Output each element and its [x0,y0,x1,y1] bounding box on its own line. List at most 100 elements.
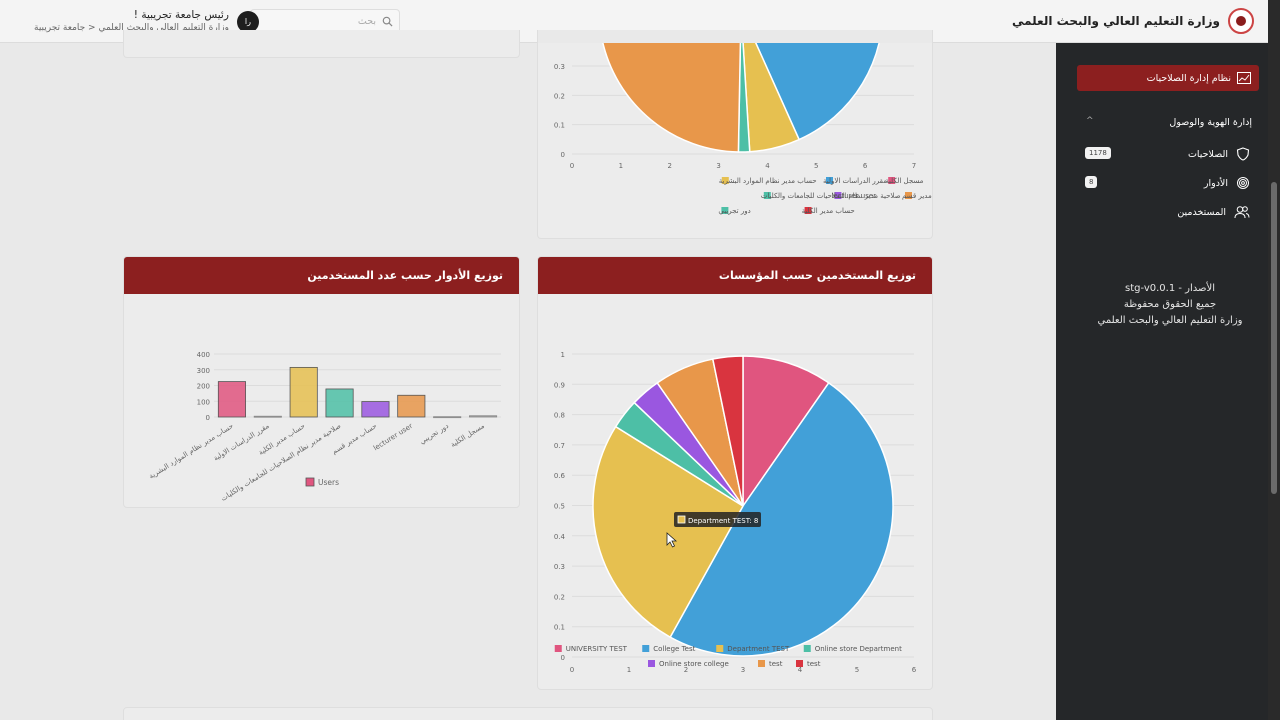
legend-swatch [305,477,315,487]
x-tick-label: 7 [912,162,916,170]
sidebar-item-label: الأدوار [1203,177,1228,189]
legend-swatch [648,660,655,667]
bar [289,366,318,418]
x-tick-label: دور تجريبي [418,422,450,446]
legend-label: Online store Department [815,645,902,653]
legend-swatch [888,177,896,184]
tooltip: Department TEST: 8 [674,512,761,527]
roles-count-badge: 8 [1085,176,1098,188]
legend-label: مسجل الكلية [885,177,923,185]
brand[interactable]: وزارة التعليم العالي والبحث العلمي [1012,8,1254,34]
y-tick-label: 0.3 [554,63,565,71]
user-breadcrumb: وزارة التعليم العالي والبحث العلمي < جام… [34,23,229,33]
card-title: توزيع المستخدمين حسب المؤسسات [718,269,916,282]
legend-label: College Test [653,645,695,653]
y-tick-label: 0.2 [554,593,565,601]
y-tick-label: 0 [561,151,565,159]
pie-slice [592,425,745,639]
pie-slice [711,355,744,507]
bar [253,415,282,418]
card-header: توزيع الأدوار حسب عدد المستخدمين [124,257,519,294]
bar [361,401,390,418]
card-institutions-pie: توزيع المستخدمين حسب المؤسسات 0 0.1 0.2 0.3… [537,256,933,690]
x-tick-label: 3 [741,666,745,674]
y-tick-label: 0 [561,654,565,662]
bar [397,394,426,418]
bar [433,416,462,419]
legend-label: test [807,660,821,668]
legend-label: Online store college [659,660,729,668]
y-tick-label: 0.7 [554,442,565,450]
user-name: رئيس جامعة تجريبية ! [133,9,229,21]
card-top-left [123,30,520,58]
y-tick-label: 300 [197,367,210,375]
users-icon [1234,206,1250,219]
sidebar-item-permissions[interactable]: الصلاحيات [1188,147,1250,161]
y-tick-label: 1 [561,351,565,359]
x-tick-label: 4 [798,666,803,674]
legend-label: مقرر الدراسات الاولية [823,177,887,185]
legend-swatch [905,192,912,199]
x-tick-label: 4 [765,162,770,170]
y-tick-label: 0.4 [554,533,566,541]
sidebar-item-label: الصلاحيات [1187,148,1228,160]
chevron-up-icon[interactable]: ^ [1086,116,1094,126]
tooltip-label: Department TEST: 8 [688,517,758,525]
pie-slice [749,30,883,141]
sidebar-item-permissions-system[interactable]: نظام إدارة الصلاحيات [1077,65,1259,91]
y-tick-label: 0.1 [554,122,565,130]
y-tick-label: 0.6 [554,472,566,480]
sidebar-group-identity[interactable]: إدارة الهوية والوصول [1169,117,1252,128]
tooltip-swatch [677,515,686,524]
avatar[interactable]: را [236,10,259,33]
legend-swatch [804,207,812,214]
legend-label: صلاحية مدير نظام الصلاحيات للجامعات والك… [761,192,901,200]
y-tick-label: 0.3 [554,563,565,571]
search-placeholder: بحث [357,16,376,27]
pie-slice [601,30,742,153]
card-bottom [123,707,933,720]
user-menu[interactable]: رئيس جامعة تجريبية ! وزارة التعليم العال… [34,8,259,35]
card-header: توزيع المستخدمين حسب المؤسسات [538,257,932,294]
y-tick-label: 0 [206,414,210,422]
legend-label: حساب مدير نظام الموارد البشرية [719,177,817,185]
x-tick-label: صلاحية مدير نظام الصلاحيات للجامعات والك… [220,422,343,503]
legend-swatch [763,192,771,199]
legend-label: lecturer user [831,192,876,200]
sidebar-item-users[interactable]: المستخدمين [1177,205,1250,219]
fingerprint-icon [1237,177,1249,189]
y-tick-label: 200 [197,383,210,391]
bar [469,415,498,418]
legend-swatch [758,660,765,667]
scrollbar-thumb[interactable] [1271,182,1277,494]
cursor-icon [666,532,678,548]
card-title: توزيع الأدوار حسب عدد المستخدمين [307,269,503,282]
legend-label: حساب مدير قسم [902,192,933,200]
x-tick-label: 5 [855,666,859,674]
legend-swatch [642,645,650,652]
shield-icon [1236,147,1250,161]
legend-label: UNIVERSITY TEST [566,645,628,653]
y-tick-label: 0.2 [554,92,565,100]
legend-label: حساب مدير الكلية [802,207,855,215]
sidebar-item-roles[interactable]: الأدوار [1204,176,1250,190]
sidebar-item-label: نظام إدارة الصلاحيات [1146,72,1231,84]
x-tick-label: 2 [667,162,671,170]
y-tick-label: 400 [197,351,210,359]
y-tick-label: 0.5 [554,503,565,511]
legend-swatch [796,660,803,667]
scrollbar[interactable] [1268,0,1280,720]
legend-label: test [769,660,783,668]
x-tick-label: 0 [570,666,574,674]
sidebar: نظام إدارة الصلاحيات ^ إدارة الهوية والو… [1056,43,1268,720]
pie-slice [669,381,894,657]
version-text: الأصدار - stg-v0.0.1 [1125,283,1215,294]
legend-swatch [834,192,842,199]
x-tick-label: 6 [863,162,868,170]
x-tick-label: 2 [684,666,688,674]
y-tick-label: 0.1 [554,624,565,632]
y-tick-label: 0.9 [554,381,565,389]
institutions-pie-chart: 0 0.1 0.2 0.3 0.4 0.5 0.6 0.7 0.8 0.9 1 0 1 2 3 4 5 6 Depa… [554,351,917,674]
